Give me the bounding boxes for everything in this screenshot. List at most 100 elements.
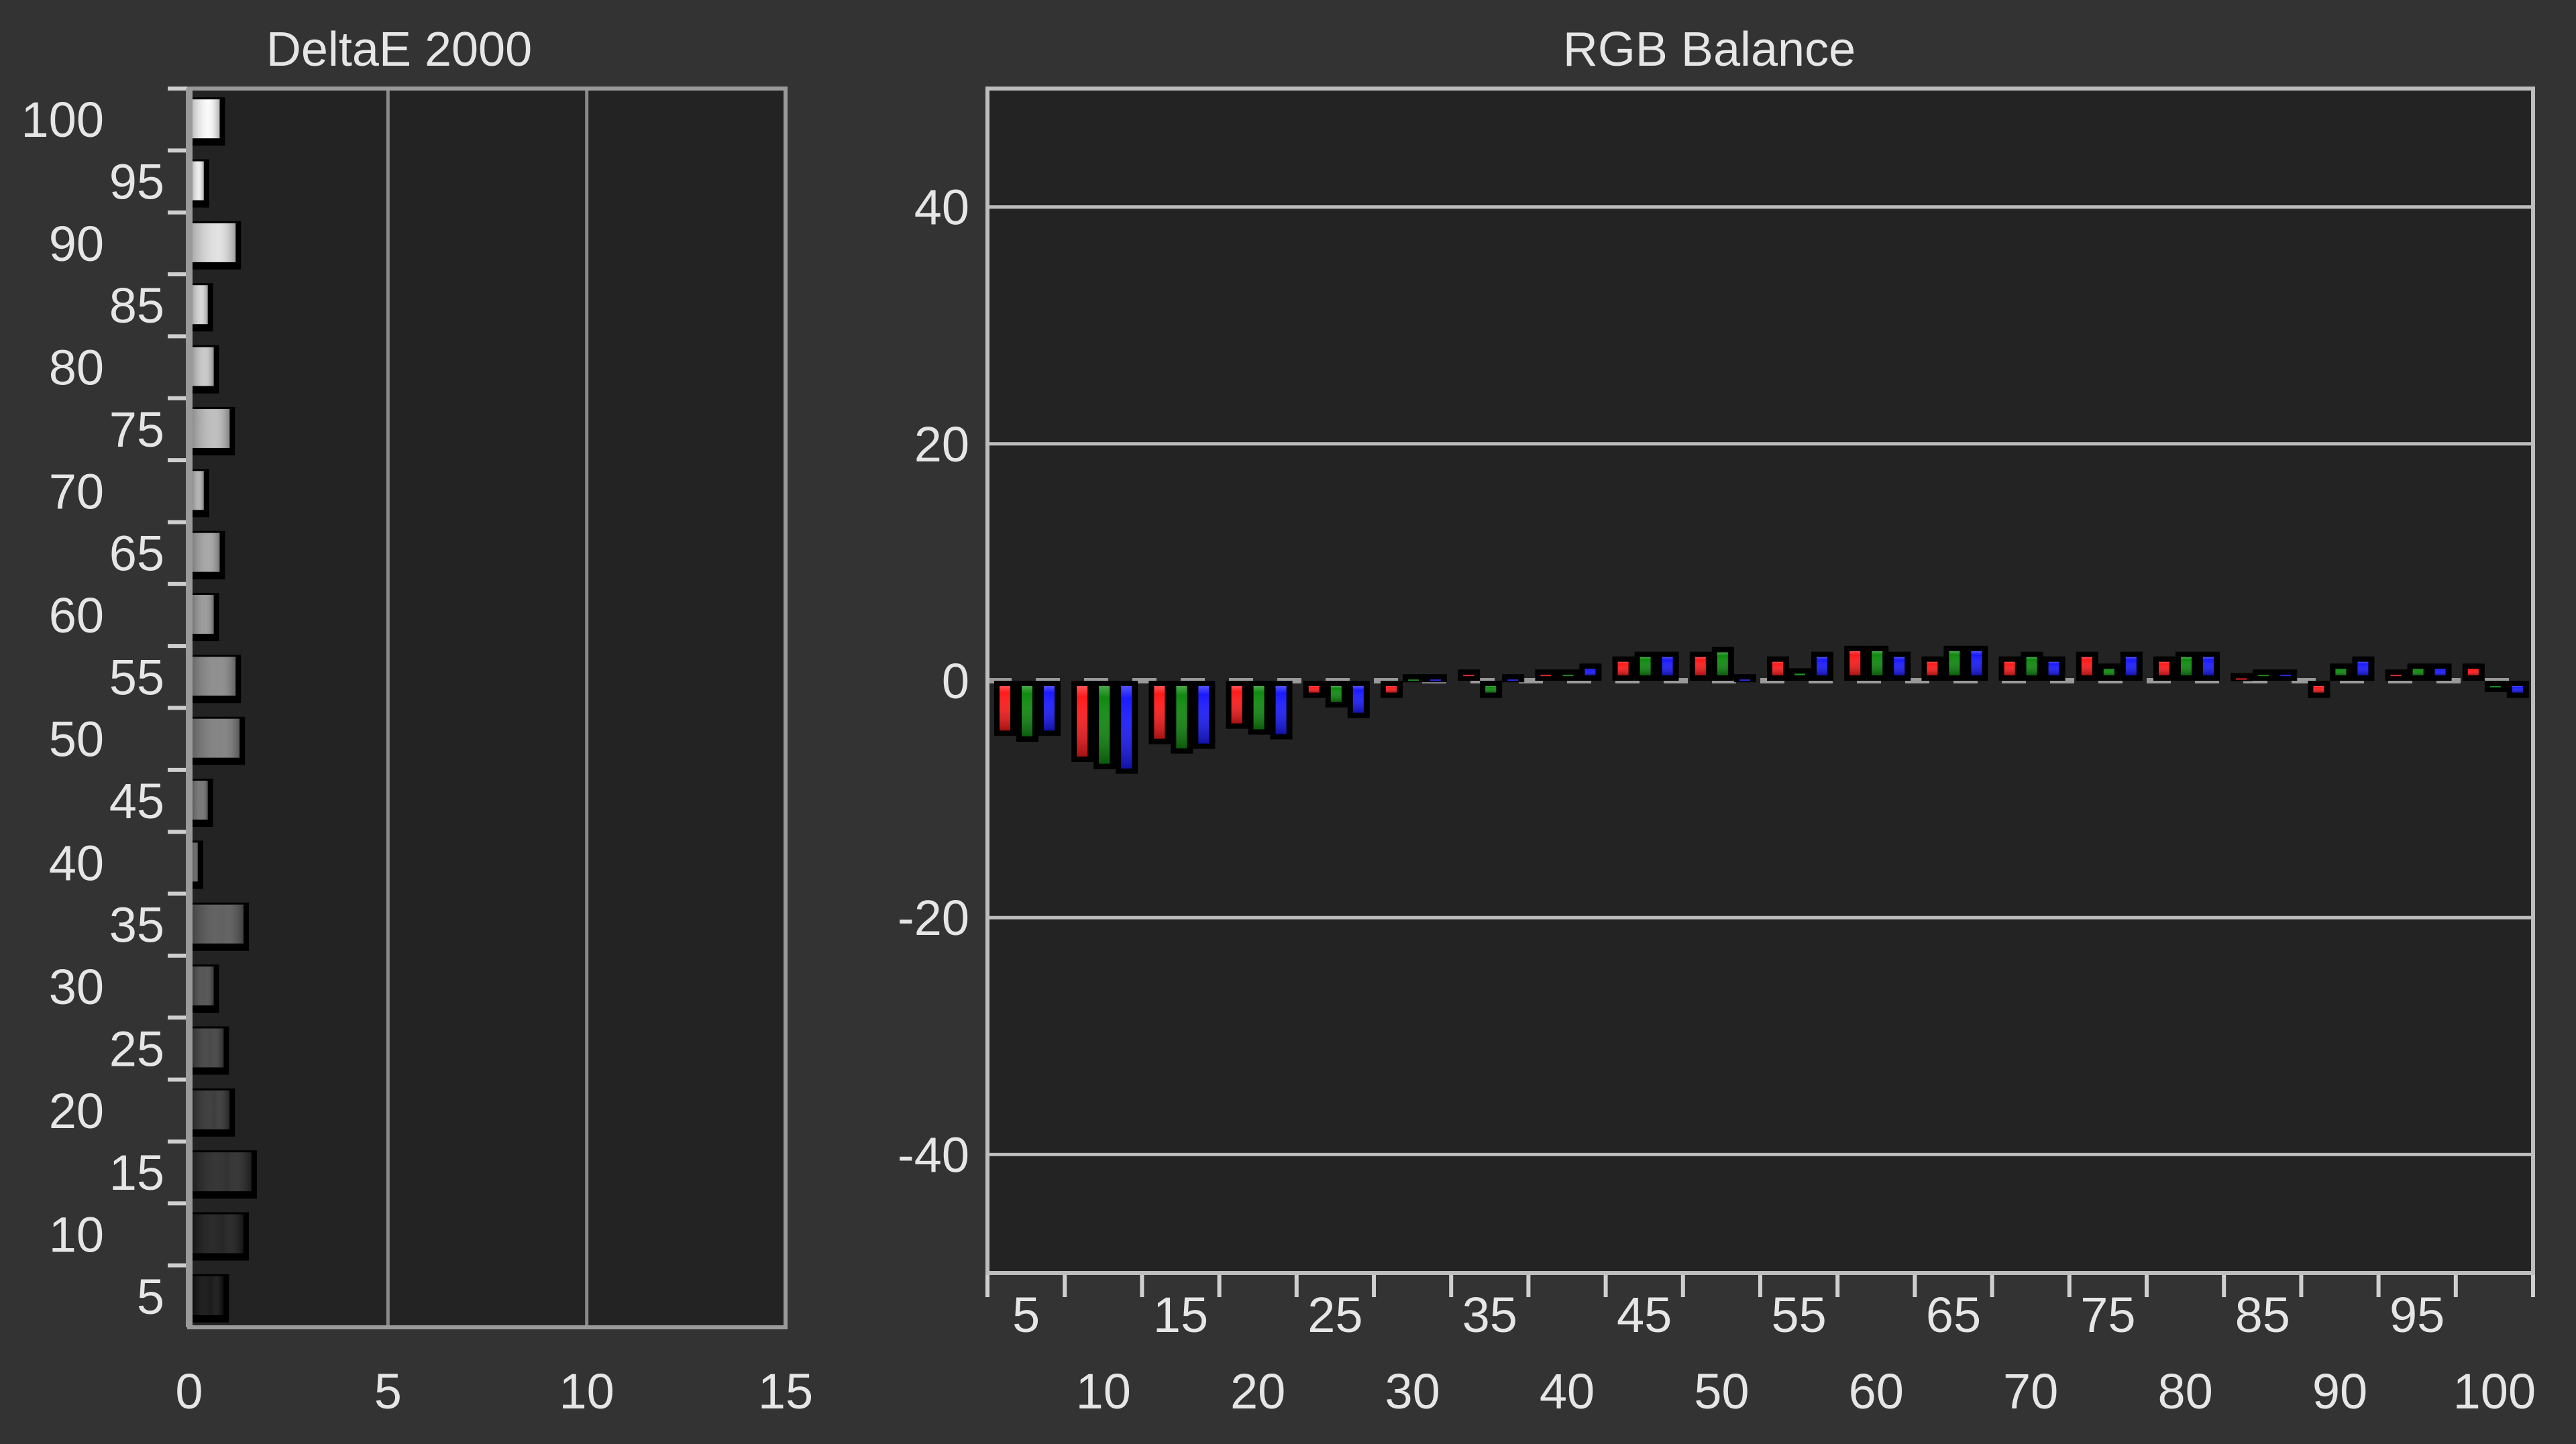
x-tick-label: 50 bbox=[1694, 1364, 1749, 1419]
x-tick-label: 15 bbox=[1153, 1287, 1208, 1343]
y-tick-label: -20 bbox=[898, 890, 969, 946]
bar-shading bbox=[192, 347, 214, 386]
y-tick-label: 95 bbox=[109, 154, 164, 210]
bar-shading bbox=[1352, 686, 1364, 713]
plot-border bbox=[985, 87, 2535, 1275]
bar-shading bbox=[192, 471, 204, 510]
bar-shading bbox=[2004, 661, 2015, 675]
plot-border bbox=[187, 87, 788, 1329]
y-tick-label: 65 bbox=[109, 526, 164, 581]
x-tick-label: 5 bbox=[374, 1364, 402, 1419]
x-tick-label: 20 bbox=[1230, 1364, 1285, 1419]
y-tick-label: 20 bbox=[49, 1083, 104, 1139]
bar-shading bbox=[2280, 675, 2292, 677]
bar-shading bbox=[2203, 657, 2214, 675]
y-tick-label: 55 bbox=[109, 649, 164, 705]
bar-shading bbox=[192, 223, 236, 262]
bar-outline bbox=[1502, 674, 1525, 683]
bar-shading bbox=[192, 594, 214, 634]
bar-shading bbox=[192, 161, 204, 201]
bar-shading bbox=[2236, 678, 2247, 680]
bar-shading bbox=[192, 1028, 224, 1068]
x-tick-label: 10 bbox=[1076, 1364, 1131, 1419]
bar-shading bbox=[192, 781, 208, 820]
bar-shading bbox=[192, 904, 244, 944]
bar-shading bbox=[1540, 675, 1552, 677]
bar-shading bbox=[2026, 657, 2037, 675]
x-tick-label: 30 bbox=[1385, 1364, 1440, 1419]
bar-shading bbox=[192, 842, 198, 882]
bar-shading bbox=[1772, 661, 1783, 675]
bar-shading bbox=[1386, 686, 1397, 693]
x-tick-label: 25 bbox=[1307, 1287, 1362, 1343]
bar-shading bbox=[1198, 686, 1210, 744]
y-tick-label: 40 bbox=[49, 835, 104, 891]
bar-shading bbox=[1430, 679, 1441, 681]
bar-outline bbox=[1403, 674, 1425, 683]
y-tick-label: -40 bbox=[898, 1127, 969, 1182]
bar-shading bbox=[192, 718, 240, 758]
bar-shading bbox=[1275, 686, 1287, 734]
x-tick-label: 10 bbox=[559, 1364, 614, 1419]
x-tick-label: 60 bbox=[1849, 1364, 1904, 1419]
deltae-chart: 0 5 10 151009590858075706560555045403530252… bbox=[21, 87, 813, 1419]
bar-shading bbox=[1077, 686, 1088, 757]
bar-outline bbox=[1733, 674, 1756, 683]
y-tick-label: 100 bbox=[21, 92, 104, 148]
bar-shading bbox=[1794, 673, 1805, 675]
bar-shading bbox=[1044, 686, 1055, 731]
bar-shading bbox=[2081, 657, 2092, 675]
y-tick-label: 80 bbox=[49, 340, 104, 396]
x-tick-label: 80 bbox=[2157, 1364, 2212, 1419]
x-tick-label: 85 bbox=[2235, 1287, 2290, 1343]
bar-shading bbox=[2390, 675, 2402, 677]
bar-shading bbox=[1617, 661, 1629, 675]
bar-shading bbox=[192, 966, 214, 1006]
bar-shading bbox=[1507, 679, 1519, 681]
y-tick-label: 90 bbox=[49, 216, 104, 272]
bar-shading bbox=[192, 1152, 252, 1192]
x-tick-label: 40 bbox=[1540, 1364, 1595, 1419]
bar-shading bbox=[192, 99, 220, 139]
bar-shading bbox=[2335, 669, 2347, 675]
bar-shading bbox=[1585, 669, 1596, 675]
bar-shading bbox=[192, 1214, 244, 1254]
y-tick-label: 70 bbox=[49, 463, 104, 519]
bar-shading bbox=[2258, 675, 2269, 677]
bar-shading bbox=[192, 1090, 230, 1129]
bar-shading bbox=[1253, 686, 1265, 730]
bar-shading bbox=[1154, 686, 1165, 739]
bar-outline bbox=[1425, 674, 1447, 683]
bar-shading bbox=[1000, 686, 1010, 731]
bar-shading bbox=[1231, 686, 1242, 724]
y-tick-label: 15 bbox=[109, 1145, 164, 1201]
x-tick-label: 5 bbox=[1012, 1287, 1040, 1343]
bar-shading bbox=[2181, 657, 2192, 675]
y-tick-label: 0 bbox=[942, 653, 969, 709]
bar-shading bbox=[1817, 657, 1827, 675]
bar-shading bbox=[2159, 661, 2169, 675]
y-tick-label: 45 bbox=[109, 773, 164, 829]
y-tick-label: 75 bbox=[109, 402, 164, 457]
bar-shading bbox=[1849, 651, 1861, 675]
x-tick-label: 95 bbox=[2390, 1287, 2445, 1343]
bar-shading bbox=[2103, 669, 2114, 675]
y-tick-label: 25 bbox=[109, 1021, 164, 1076]
bar-shading bbox=[1463, 675, 1474, 677]
bar-shading bbox=[1485, 686, 1497, 693]
x-tick-label: 35 bbox=[1462, 1287, 1517, 1343]
bar-shading bbox=[1640, 657, 1651, 675]
bar-shading bbox=[2048, 661, 2059, 675]
bar-shading bbox=[1927, 661, 1938, 675]
bar-shading bbox=[1894, 657, 1905, 675]
y-tick-label: 35 bbox=[109, 897, 164, 953]
bar-outline bbox=[2231, 673, 2253, 681]
y-tick-label: 30 bbox=[49, 959, 104, 1015]
y-tick-label: 60 bbox=[49, 588, 104, 643]
bar-shading bbox=[2512, 686, 2523, 693]
y-tick-label: 40 bbox=[914, 180, 969, 235]
x-tick-label: 90 bbox=[2312, 1364, 2367, 1419]
x-tick-label: 100 bbox=[2453, 1364, 2536, 1419]
y-tick-label: 20 bbox=[914, 416, 969, 472]
